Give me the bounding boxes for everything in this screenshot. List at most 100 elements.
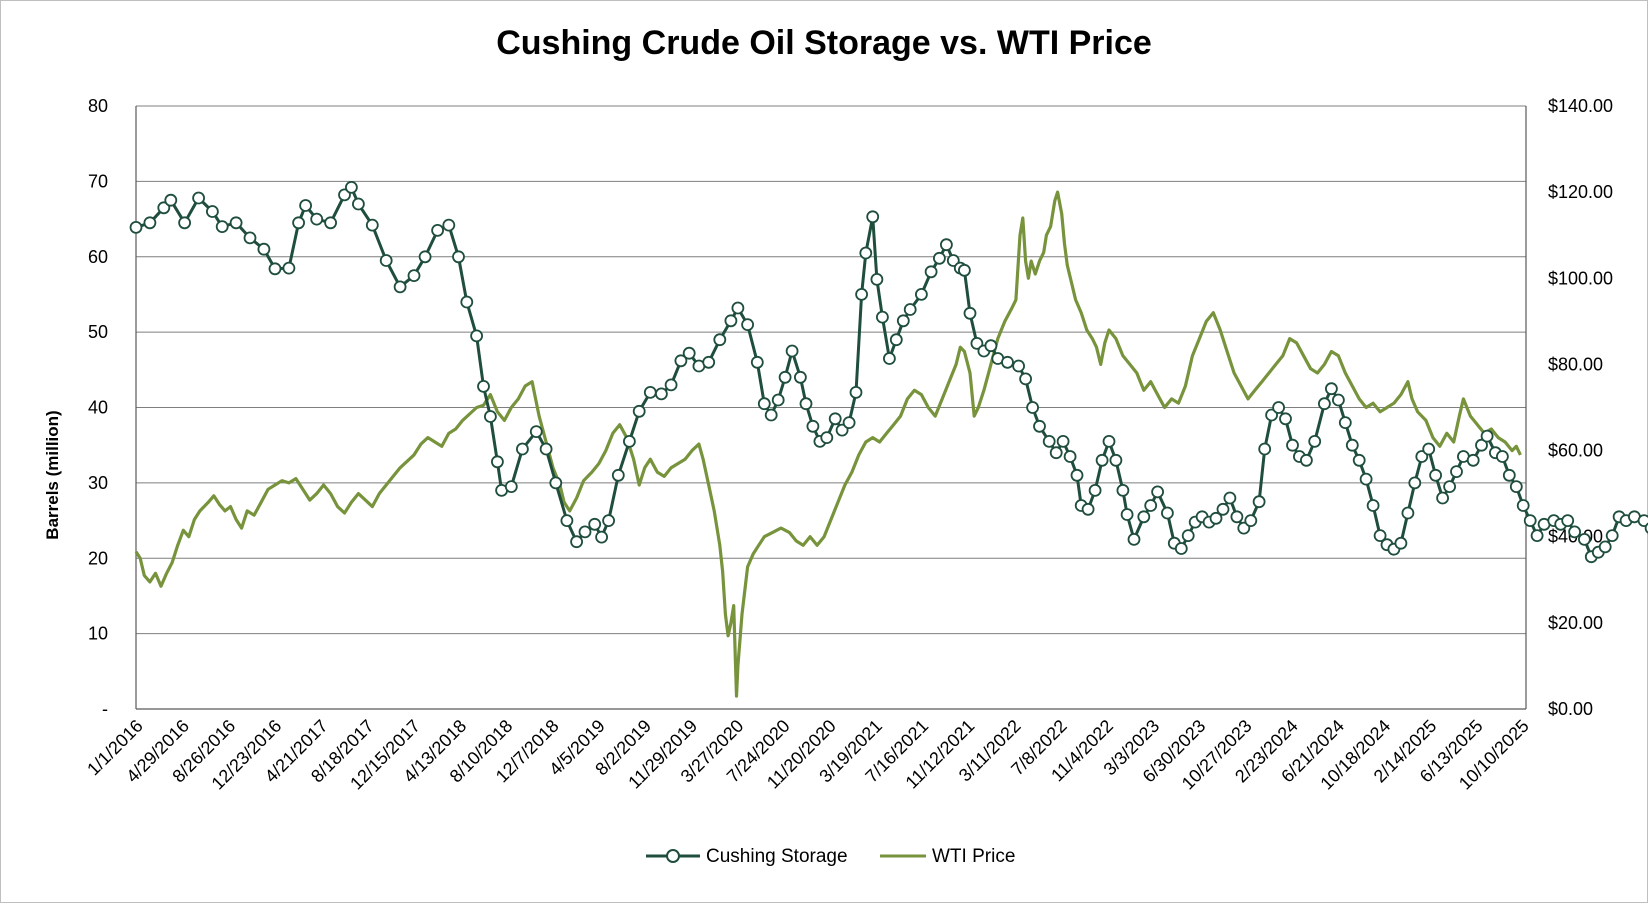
data-point-cushing-storage — [1042, 434, 1056, 448]
data-point-cushing-storage — [143, 216, 157, 230]
data-point-cushing-storage — [674, 354, 688, 368]
data-point-cushing-storage — [1216, 502, 1230, 516]
data-point-cushing-storage — [1088, 483, 1102, 497]
data-point-cushing-storage — [1223, 491, 1237, 505]
y-tick-label: 50 — [88, 322, 108, 342]
data-point-cushing-storage — [1063, 450, 1077, 463]
data-point-cushing-storage — [1523, 514, 1537, 527]
y2-tick-label: $20.00 — [1548, 613, 1603, 633]
data-point-cushing-storage — [393, 280, 407, 294]
data-point-cushing-storage — [1151, 485, 1164, 499]
data-point-cushing-storage — [529, 425, 543, 439]
data-point-cushing-storage — [1345, 438, 1359, 452]
data-point-cushing-storage — [477, 379, 490, 393]
data-point-cushing-storage — [129, 220, 143, 234]
y-tick-label: 80 — [88, 96, 108, 116]
data-point-cushing-storage — [344, 180, 358, 194]
data-point-cushing-storage — [1012, 359, 1025, 373]
data-point-cushing-storage — [883, 352, 896, 365]
data-point-cushing-storage — [915, 287, 928, 301]
data-point-cushing-storage — [539, 442, 553, 456]
data-point-cushing-storage — [806, 419, 820, 433]
data-point-cushing-storage — [1578, 533, 1591, 546]
legend: Cushing Storage WTI Price — [646, 846, 1015, 867]
data-point-cushing-storage — [452, 250, 465, 264]
data-point-cushing-storage — [324, 216, 338, 230]
data-point-cushing-storage — [483, 410, 497, 423]
data-point-cushing-storage — [771, 393, 785, 407]
data-point-cushing-storage — [243, 231, 257, 245]
data-point-cushing-storage — [1244, 514, 1258, 527]
data-point-cushing-storage — [1161, 506, 1174, 520]
data-point-cushing-storage — [855, 287, 868, 301]
data-point-cushing-storage — [970, 336, 984, 350]
data-point-cushing-storage — [1181, 529, 1195, 542]
y2-tick-label: $60.00 — [1548, 441, 1603, 461]
data-point-cushing-storage — [1637, 514, 1648, 527]
data-point-cushing-storage — [1480, 429, 1494, 443]
data-point-cushing-storage — [849, 385, 863, 399]
data-point-cushing-storage — [578, 525, 592, 539]
data-point-cushing-storage — [946, 254, 960, 267]
data-point-cushing-storage — [1258, 442, 1272, 456]
data-point-cushing-storage — [1502, 468, 1516, 482]
data-point-cushing-storage — [1338, 416, 1352, 430]
data-point-cushing-storage — [490, 455, 504, 469]
data-point-cushing-storage — [1373, 529, 1387, 542]
data-point-cushing-storage — [731, 301, 745, 315]
data-point-cushing-storage — [828, 412, 842, 426]
data-point-cushing-storage — [1436, 491, 1449, 505]
data-point-cushing-storage — [178, 216, 192, 230]
data-point-cushing-storage — [1033, 419, 1046, 433]
data-point-cushing-storage — [655, 387, 668, 401]
data-point-cushing-storage — [842, 416, 856, 430]
y2-tick-label: $100.00 — [1548, 268, 1613, 288]
data-point-cushing-storage — [418, 250, 432, 264]
data-point-cushing-storage — [1561, 514, 1575, 527]
data-point-cushing-storage — [820, 431, 834, 445]
data-point-cushing-storage — [310, 212, 324, 226]
data-point-cushing-storage — [859, 246, 873, 260]
data-point-cushing-storage — [407, 269, 421, 283]
data-point-cushing-storage — [724, 314, 738, 328]
data-point-cushing-storage — [1366, 499, 1380, 512]
data-point-cushing-storage — [785, 344, 799, 358]
data-point-cushing-storage — [595, 530, 608, 544]
data-point-cushing-storage — [192, 191, 206, 205]
data-point-cushing-storage — [205, 205, 219, 218]
data-point-cushing-storage — [984, 339, 998, 353]
data-point-cushing-storage — [1095, 453, 1109, 467]
data-point-cushing-storage — [570, 535, 583, 549]
data-point-cushing-storage — [778, 370, 792, 384]
data-point-cushing-storage — [215, 220, 229, 234]
data-point-cushing-storage — [1422, 442, 1436, 456]
data-point-cushing-storage — [1568, 525, 1581, 539]
data-point-cushing-storage — [504, 480, 518, 494]
data-point-cushing-storage — [470, 329, 484, 343]
data-point-cushing-storage — [889, 333, 903, 347]
data-point-cushing-storage — [1394, 536, 1408, 550]
data-point-cushing-storage — [643, 385, 657, 399]
data-point-cushing-storage — [713, 333, 727, 347]
data-point-cushing-storage — [1308, 434, 1322, 448]
data-point-cushing-storage — [1049, 446, 1063, 460]
data-point-cushing-storage — [1081, 502, 1095, 516]
data-point-cushing-storage — [549, 476, 563, 490]
data-point-cushing-storage — [1332, 393, 1345, 407]
data-point-cushing-storage — [933, 251, 946, 265]
y-tick-label: 60 — [88, 247, 108, 267]
data-point-cushing-storage — [229, 216, 243, 230]
data-point-cushing-storage — [1109, 453, 1123, 467]
data-point-cushing-storage — [1252, 495, 1266, 509]
data-point-cushing-storage — [1127, 533, 1141, 546]
data-point-cushing-storage — [940, 238, 953, 252]
data-point-cushing-storage — [1144, 499, 1158, 512]
data-point-cushing-storage — [1137, 510, 1151, 524]
data-point-cushing-storage — [602, 514, 615, 527]
data-point-cushing-storage — [1496, 450, 1509, 463]
legend-marker-cushing-storage — [666, 849, 680, 863]
data-point-cushing-storage — [1209, 511, 1223, 525]
data-point-cushing-storage — [1605, 529, 1619, 542]
